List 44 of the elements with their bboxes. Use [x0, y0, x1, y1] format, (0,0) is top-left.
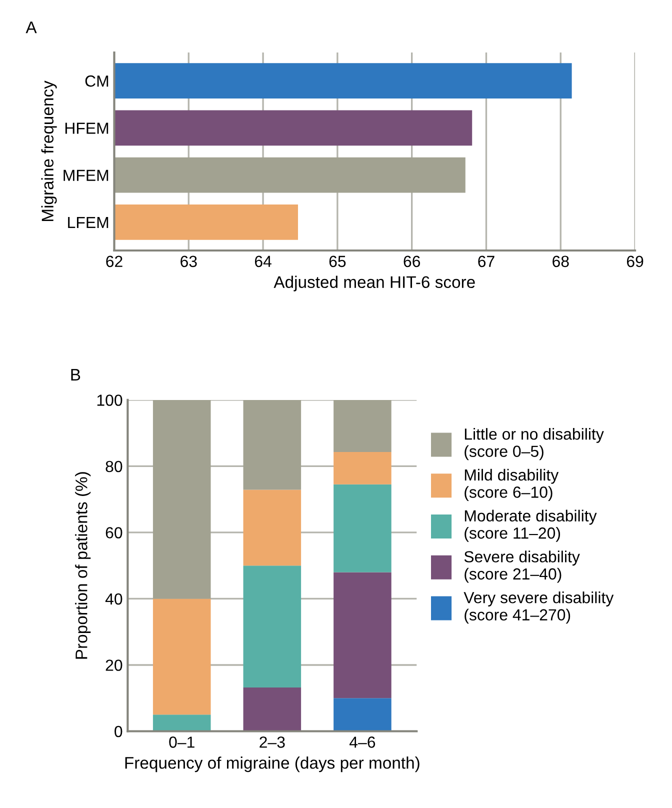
x-tick-label: 66 — [404, 256, 420, 268]
legend-label: Very severe disability (score 41–270) — [464, 592, 614, 624]
y-tick-label: 60 — [106, 527, 122, 538]
x-tick-label: 4–6 — [350, 736, 376, 748]
legend-label: Little or no disability (score 0–5) — [464, 428, 604, 460]
legend-label: Severe disability (score 21–40) — [464, 550, 580, 583]
bar — [243, 566, 302, 688]
y-tick-label: 100 — [97, 394, 122, 406]
y-tick-label: HFEM — [65, 122, 108, 134]
bar — [334, 452, 392, 484]
bar — [152, 598, 211, 715]
y-axis-title: Proportion of patients (%) — [75, 472, 91, 659]
x-tick-label: 64 — [254, 256, 272, 268]
x-tick-label: 2–3 — [260, 736, 285, 748]
x-tick-label: 0–1 — [169, 736, 194, 748]
y-tick-label: 20 — [106, 660, 122, 671]
x-tick-label: 65 — [329, 256, 346, 268]
bar — [152, 400, 211, 599]
y-tick-label: 80 — [106, 460, 122, 472]
x-tick-label: 68 — [552, 256, 569, 268]
y-axis-title: Migraine frequency — [41, 80, 57, 221]
bar — [243, 400, 302, 490]
y-tick-label: MFEM — [64, 170, 108, 181]
legend-label: Moderate disability (score 11–20) — [464, 510, 597, 542]
y-tick-label: 40 — [105, 593, 122, 605]
bar — [334, 572, 392, 698]
x-tick-label: 67 — [478, 256, 494, 268]
chart-title: A — [26, 22, 37, 34]
bar — [334, 698, 392, 732]
x-tick-label: 63 — [180, 256, 197, 268]
bar — [152, 714, 211, 732]
bar — [243, 688, 302, 732]
y-tick-label: LFEM — [68, 217, 108, 228]
chart-title: B — [71, 369, 80, 381]
x-tick-label: 62 — [106, 256, 122, 268]
bar — [243, 490, 302, 566]
legend-label: Mild disability (score 6–10) — [464, 468, 559, 502]
x-tick-label: 69 — [626, 256, 644, 268]
y-tick-label: 0 — [114, 726, 122, 738]
y-tick-label: CM — [85, 75, 108, 87]
bar — [334, 400, 392, 452]
x-axis-title: Frequency of migraine (days per month) — [125, 756, 420, 772]
bar — [334, 484, 392, 572]
x-axis-title: Adjusted mean HIT-6 score — [274, 276, 475, 292]
